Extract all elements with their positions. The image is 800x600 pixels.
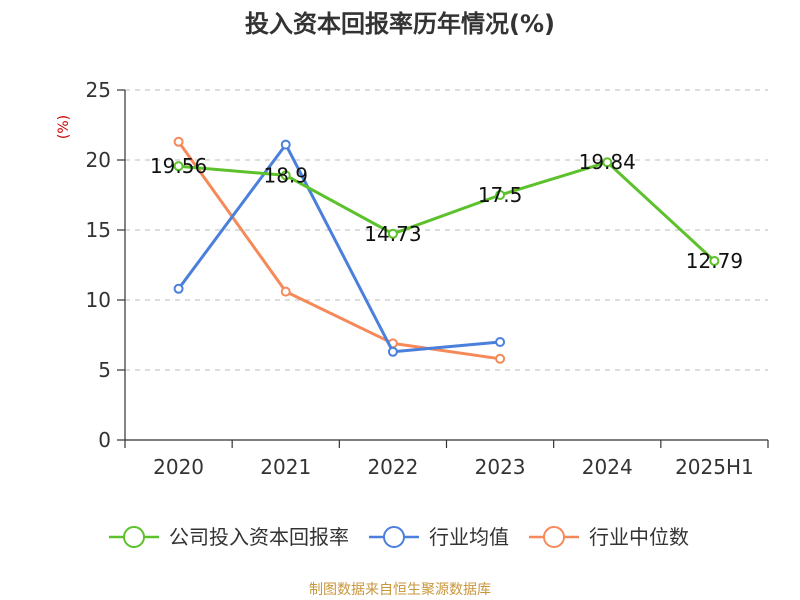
legend-label: 行业均值: [429, 525, 509, 549]
chart-title: 投入资本回报率历年情况(%): [245, 10, 555, 38]
data-point: [280, 286, 291, 297]
x-tick-label: 2020: [153, 455, 204, 479]
grid-lines: [125, 89, 768, 371]
data-point: [495, 353, 506, 364]
data-point: [280, 170, 291, 181]
data-point: [495, 337, 506, 347]
data-point: [387, 346, 398, 357]
data-label: 19.56: [150, 154, 207, 178]
y-tick-label: 10: [86, 288, 111, 312]
data-point: [387, 228, 398, 239]
data-label: 18.9: [263, 163, 308, 187]
series-line: [178, 160, 716, 263]
data-point: [173, 161, 184, 172]
data-point: [709, 255, 720, 266]
legend-label: 公司投入资本回报率: [169, 525, 349, 549]
x-tick-label: 2024: [582, 455, 633, 479]
data-point: [173, 283, 184, 294]
data-point: [495, 190, 506, 200]
source-note: 制图数据来自恒生聚源数据库: [309, 582, 491, 598]
legend-marker: [123, 526, 145, 548]
legend-marker: [383, 526, 405, 548]
data-label: 19.84: [579, 150, 636, 174]
y-axis-unit-label: (%): [56, 115, 72, 139]
y-tick-label: 20: [86, 148, 111, 172]
y-tick-label: 0: [98, 428, 111, 452]
legend: 公司投入资本回报率 行业均值 行业中位数: [109, 525, 689, 549]
legend-label: 行业中位数: [589, 525, 689, 549]
data-label: 17.5: [478, 183, 523, 207]
data-point: [280, 139, 291, 150]
x-tick-label: 2021: [260, 455, 311, 479]
y-tick-label: 25: [86, 78, 111, 102]
series-line: [177, 143, 501, 354]
x-tick-label: 2025H1: [675, 455, 754, 479]
y-tick-label: 15: [86, 218, 111, 242]
data-point: [602, 157, 613, 168]
data-labels: 19.56 18.9 14.73 17.5 19.84 12.79: [150, 150, 743, 273]
data-label: 12.79: [686, 249, 743, 273]
x-tick-label: 2022: [367, 455, 418, 479]
legend-marker: [543, 526, 565, 548]
x-tick-label: 2023: [475, 455, 526, 479]
y-tick-label: 5: [98, 358, 111, 382]
data-label: 14.73: [364, 222, 421, 246]
axes: 0 5 10 15 20 25 2020 2021 2022 2023 2024 2025H1: [86, 78, 769, 479]
series-lines: [173, 136, 720, 364]
data-point: [173, 136, 184, 147]
